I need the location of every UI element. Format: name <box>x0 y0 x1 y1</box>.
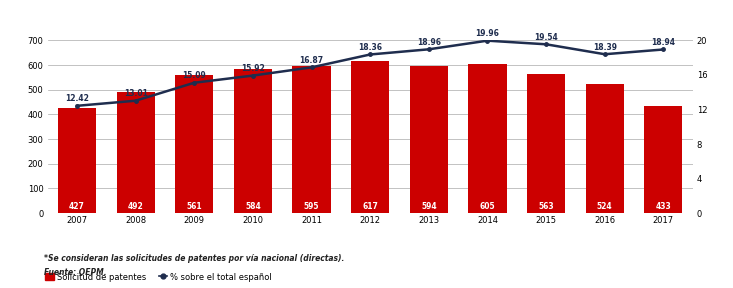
Text: 18.36: 18.36 <box>358 43 382 52</box>
Text: 524: 524 <box>597 202 613 211</box>
Bar <box>234 69 272 213</box>
Text: *Se consideran las solicitudes de patentes por vía nacional (directas).: *Se consideran las solicitudes de patent… <box>44 254 345 263</box>
Text: 563: 563 <box>538 202 554 211</box>
Text: 18.94: 18.94 <box>652 38 675 47</box>
Text: 18.96: 18.96 <box>417 38 441 47</box>
Text: Gráfico 25. Evolución de las solicitudes de patentes nacionales realizadas por l: Gráfico 25. Evolución de las solicitudes… <box>6 12 710 21</box>
Bar <box>292 66 331 213</box>
Text: 19.54: 19.54 <box>534 33 558 42</box>
Bar <box>117 92 155 213</box>
Legend: Solicitud de patentes, % sobre el total español: Solicitud de patentes, % sobre el total … <box>45 272 272 282</box>
Text: 16.87: 16.87 <box>300 56 323 65</box>
Bar <box>527 74 565 213</box>
Bar <box>644 106 682 213</box>
Bar <box>351 61 389 213</box>
Text: 19.96: 19.96 <box>476 29 499 38</box>
Bar <box>410 67 448 213</box>
Text: 594: 594 <box>421 202 437 211</box>
Text: 433: 433 <box>655 202 671 211</box>
Text: 13.01: 13.01 <box>124 89 147 98</box>
Text: 605: 605 <box>479 202 496 211</box>
Text: 584: 584 <box>245 202 261 211</box>
Text: 15.09: 15.09 <box>183 71 206 80</box>
Bar <box>175 75 213 213</box>
Text: 617: 617 <box>362 202 378 211</box>
Bar <box>58 108 96 213</box>
Text: 12.42: 12.42 <box>65 94 89 103</box>
Text: 561: 561 <box>186 202 202 211</box>
Text: 15.92: 15.92 <box>241 64 265 73</box>
Bar <box>468 64 507 213</box>
Text: 18.39: 18.39 <box>593 43 616 52</box>
Bar <box>586 84 624 213</box>
Text: 427: 427 <box>69 202 85 211</box>
Text: 595: 595 <box>303 202 320 211</box>
Text: Fuente: OEPM.: Fuente: OEPM. <box>44 268 106 277</box>
Text: 492: 492 <box>128 202 144 211</box>
